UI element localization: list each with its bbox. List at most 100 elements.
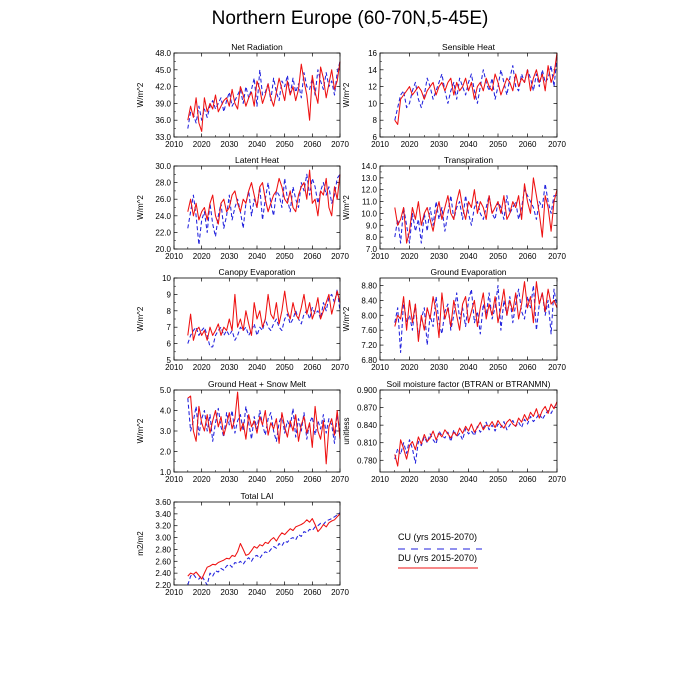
x-tick-label: 2040 <box>460 252 478 261</box>
chart-panel-5: Canopy Evaporation W/m^2 5 6 7 8 9 10 2010 2020 20… <box>136 267 349 372</box>
y-tick-label: 0.810 <box>357 439 378 448</box>
y-tick-label: 3.20 <box>155 522 171 531</box>
y-tick-label: 42.0 <box>155 83 171 92</box>
y-tick-label: 3.0 <box>160 427 172 436</box>
y-tick-label: 30.0 <box>155 162 171 171</box>
plot-frame <box>379 277 558 361</box>
y-tick-label: 5.0 <box>160 386 172 395</box>
x-tick-label: 2040 <box>460 363 478 372</box>
y-tick-label: 4.0 <box>160 407 172 416</box>
series-cu-line <box>187 173 341 246</box>
y-tick-label: 7 <box>167 323 172 332</box>
y-tick-label: 12 <box>368 83 377 92</box>
page-title: Northern Europe (60-70N,5-45E) <box>211 8 489 29</box>
y-tick-label: 48.0 <box>155 49 171 58</box>
x-tick-label: 2050 <box>489 140 507 149</box>
panel-title: Transpiration <box>444 155 494 165</box>
legend-cu-label: CU (yrs 2015-2070) <box>398 532 477 542</box>
y-tick-label: 0.900 <box>357 386 378 395</box>
panel-title: Latent Heat <box>235 155 280 165</box>
x-tick-label: 2020 <box>401 252 419 261</box>
x-tick-label: 2010 <box>165 475 183 484</box>
x-tick-label: 2040 <box>248 252 266 261</box>
x-tick-label: 2070 <box>548 363 566 372</box>
y-tick-label: 8 <box>373 116 378 125</box>
chart-panel-9: Total LAI m2/m2 2.20 2.40 2.60 2.80 3.00 3.20 3.… <box>136 491 349 597</box>
plot-frame <box>379 389 558 473</box>
series-cu-line <box>394 57 558 121</box>
x-tick-label: 2010 <box>371 140 389 149</box>
x-tick-label: 2050 <box>489 475 507 484</box>
series-du-line <box>187 61 341 132</box>
y-tick-label: 8.0 <box>366 233 378 242</box>
x-tick-label: 2010 <box>165 140 183 149</box>
y-tick-label: 33.0 <box>155 133 171 142</box>
y-tick-label: 0.780 <box>357 456 378 465</box>
x-tick-label: 2020 <box>401 475 419 484</box>
y-tick-label: 13.0 <box>361 174 377 183</box>
panel-title: Total LAI <box>240 491 273 501</box>
panel-title: Sensible Heat <box>442 42 496 52</box>
y-tick-label: 0.870 <box>357 404 378 413</box>
panel-title: Net Radiation <box>231 42 283 52</box>
y-tick-label: 14.0 <box>361 162 377 171</box>
y-axis-label: W/m^2 <box>342 306 351 331</box>
x-tick-label: 2010 <box>371 363 389 372</box>
y-tick-label: 16 <box>368 49 377 58</box>
plot-frame <box>173 52 341 138</box>
chart-panel-7: Ground Heat + Snow Melt W/m^2 1.0 2.0 3.0 4.0… <box>136 379 349 484</box>
y-tick-label: 10.0 <box>361 209 377 218</box>
y-tick-label: 6 <box>373 133 378 142</box>
chart-panel-8: Soil moisture factor (BTRAN or BTRANMN) u… <box>342 379 566 484</box>
plot-frame <box>173 389 341 473</box>
x-tick-label: 2050 <box>489 252 507 261</box>
series-du-line <box>187 391 341 465</box>
x-tick-label: 2050 <box>276 252 294 261</box>
y-axis-label: W/m^2 <box>342 82 351 107</box>
series-du-line <box>394 401 558 467</box>
y-tick-label: 39.0 <box>155 99 171 108</box>
chart-panel-1: Net Radiation W/m^2 33.0 36.0 39.0 42.0 45.0 48… <box>136 42 349 149</box>
x-tick-label: 2050 <box>489 363 507 372</box>
plot-frame <box>173 277 341 361</box>
x-tick-label: 2070 <box>548 252 566 261</box>
plot-frame <box>173 165 341 250</box>
y-tick-label: 8 <box>167 307 172 316</box>
y-axis-label: W/m^2 <box>136 418 145 443</box>
x-tick-label: 2060 <box>519 363 537 372</box>
x-tick-label: 2030 <box>430 140 448 149</box>
x-tick-label: 2010 <box>165 252 183 261</box>
series-du-line <box>394 52 558 125</box>
series-cu-line <box>187 512 341 586</box>
y-axis-label: W/m^2 <box>342 195 351 220</box>
x-tick-label: 2070 <box>331 140 349 149</box>
chart-panel-3: Latent Heat W/m^2 20.0 22.0 24.0 26.0 28.0 30.0… <box>136 155 349 261</box>
y-tick-label: 20.0 <box>155 245 171 254</box>
y-tick-label: 24.0 <box>155 212 171 221</box>
x-tick-label: 2060 <box>303 252 321 261</box>
y-tick-label: 22.0 <box>155 228 171 237</box>
panel-title: Ground Heat + Snow Melt <box>208 379 307 389</box>
y-tick-label: 0.840 <box>357 421 378 430</box>
plot-frame <box>379 165 558 250</box>
x-tick-label: 2030 <box>430 363 448 372</box>
panel-title: Canopy Evaporation <box>218 267 295 277</box>
x-tick-label: 2050 <box>276 475 294 484</box>
x-tick-label: 2040 <box>248 140 266 149</box>
y-tick-label: 2.60 <box>155 557 171 566</box>
y-tick-label: 3.00 <box>155 534 171 543</box>
chart-panel-4: Transpiration W/m^2 7.0 8.0 9.0 10.0 11.0 12.0 1… <box>342 155 566 261</box>
y-tick-label: 28.0 <box>155 179 171 188</box>
y-tick-label: 45.0 <box>155 66 171 75</box>
x-tick-label: 2010 <box>165 363 183 372</box>
y-tick-label: 3.60 <box>155 498 171 507</box>
series-cu-line <box>187 398 341 444</box>
y-tick-label: 26.0 <box>155 195 171 204</box>
x-tick-label: 2030 <box>430 252 448 261</box>
plot-frame <box>173 501 341 586</box>
x-tick-label: 2070 <box>331 252 349 261</box>
series-du-line <box>394 177 558 244</box>
x-tick-label: 2010 <box>165 588 183 597</box>
x-tick-label: 2070 <box>331 588 349 597</box>
